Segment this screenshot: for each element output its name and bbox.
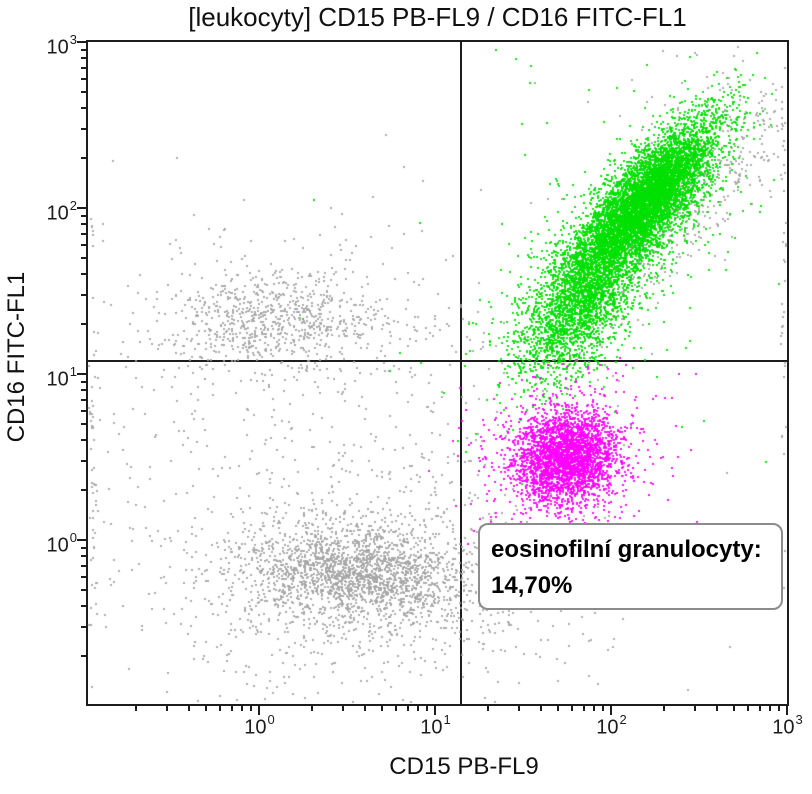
gate-annotation-box[interactable]: eosinofilní granulocyty: 14,70% [478, 523, 783, 610]
gate-annotation-label: eosinofilní granulocyty: [491, 536, 762, 563]
gate-annotation-percentage: 14,70% [491, 572, 573, 599]
